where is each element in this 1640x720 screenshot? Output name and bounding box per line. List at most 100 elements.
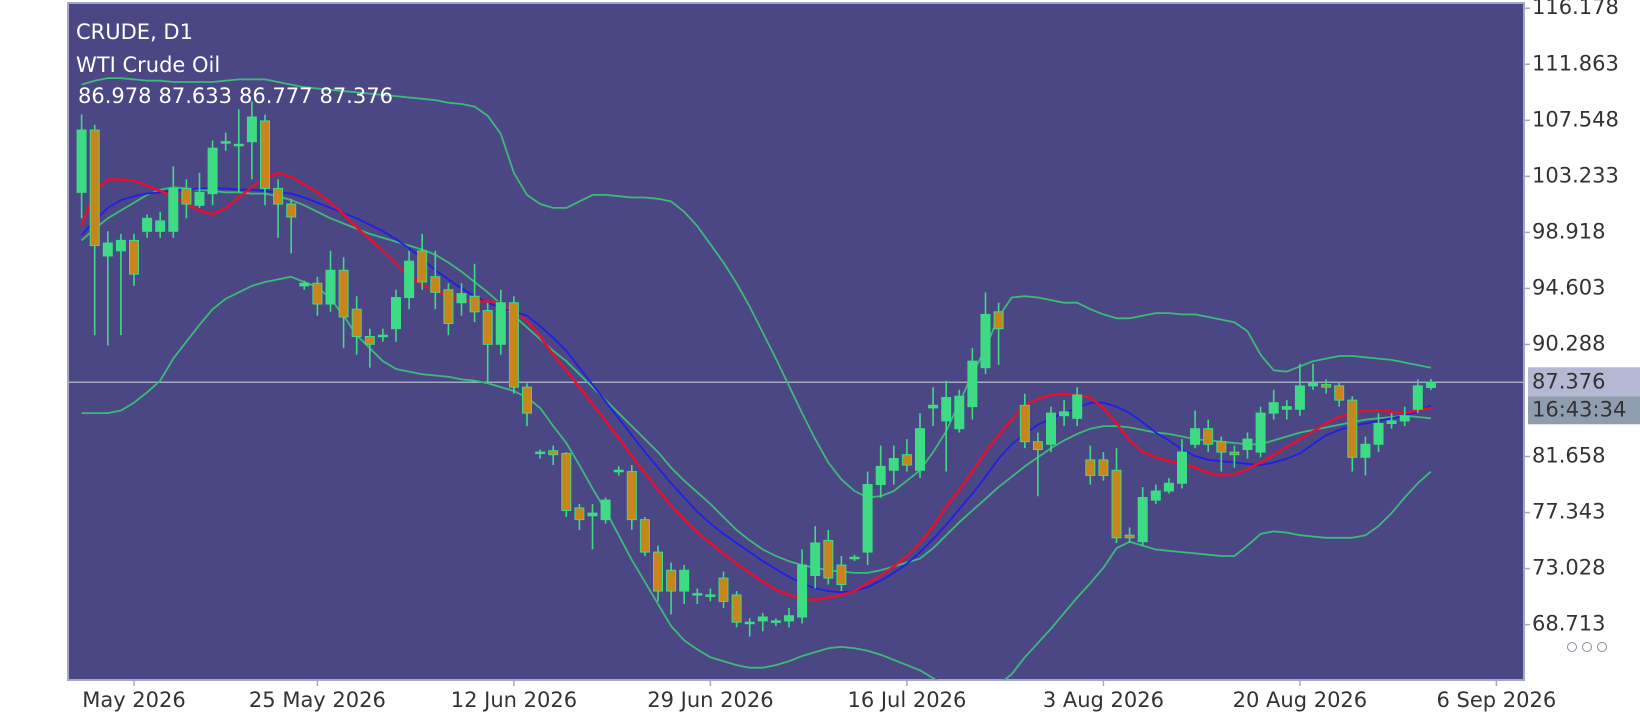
candle-body xyxy=(1268,402,1279,414)
chart-subtitle: WTI Crude Oil xyxy=(76,53,220,77)
candle-body xyxy=(377,334,388,338)
candle-body xyxy=(1203,428,1214,445)
candle-body xyxy=(718,577,729,602)
candle-body xyxy=(1360,443,1371,458)
ohlc-value: 86.777 xyxy=(239,84,312,108)
candle-body xyxy=(142,217,153,232)
ohlc-value: 86.978 xyxy=(78,84,151,108)
candle-body xyxy=(260,120,270,189)
ohlc-value: 87.376 xyxy=(319,84,392,108)
candle-body xyxy=(967,360,978,408)
candle-body xyxy=(325,269,336,305)
candle-body xyxy=(639,519,650,553)
candle-body xyxy=(1386,420,1397,425)
candle-body xyxy=(155,220,166,232)
price-label-box xyxy=(1528,367,1640,397)
y-tick-label: 111.863 xyxy=(1532,51,1619,75)
candle-body xyxy=(1072,394,1083,419)
candle-body xyxy=(299,282,310,287)
x-tick-label: 12 Jun 2026 xyxy=(451,688,577,712)
candle-body xyxy=(784,615,794,622)
candle-body xyxy=(561,452,572,512)
candle-body xyxy=(286,203,297,218)
candle-body xyxy=(810,542,821,576)
candle-body xyxy=(1163,482,1174,492)
x-tick-label: 6 Sep 2026 xyxy=(1437,688,1557,712)
candle-body xyxy=(574,507,585,521)
candle-body xyxy=(115,239,126,252)
candle-body xyxy=(1019,404,1030,443)
candle-body xyxy=(404,260,415,299)
timer-box xyxy=(1528,396,1640,425)
candle-body xyxy=(1281,406,1292,410)
x-tick-label: 3 Aug 2026 xyxy=(1043,688,1164,712)
candle-body xyxy=(1177,451,1187,484)
x-tick-label: 20 Aug 2026 xyxy=(1233,688,1368,712)
y-tick-label: 81.658 xyxy=(1532,444,1605,468)
candle-body xyxy=(797,564,808,618)
candle-body xyxy=(469,295,480,313)
candle-body xyxy=(76,129,87,193)
candle-body xyxy=(1059,411,1070,417)
candle-body xyxy=(1098,459,1109,476)
candle-body xyxy=(456,293,467,304)
menu-dot xyxy=(1567,642,1577,652)
candle-body xyxy=(888,458,899,471)
candle-body xyxy=(1242,438,1253,450)
candle-body xyxy=(89,129,100,247)
candle-body xyxy=(312,282,323,305)
candle-body xyxy=(522,386,532,414)
candle-body xyxy=(1046,412,1056,445)
candle-body xyxy=(744,621,755,625)
candle-body xyxy=(417,250,428,283)
candle-body xyxy=(495,302,506,345)
menu-button[interactable] xyxy=(1567,642,1607,652)
candle-body xyxy=(770,620,781,623)
candle-body xyxy=(1190,428,1201,445)
candle-body xyxy=(1308,382,1318,387)
y-tick-label: 73.028 xyxy=(1532,556,1605,580)
candle-body xyxy=(1137,497,1148,543)
chart-title: CRUDE, D1 xyxy=(76,20,193,44)
candle-body xyxy=(430,276,441,293)
axes: 116.178 111.863 107.548 103.233 98.918 94.603… xyxy=(82,0,1640,712)
candle-body xyxy=(181,187,192,205)
menu-dot xyxy=(1582,642,1592,652)
candle-body xyxy=(1255,412,1266,453)
candle-body xyxy=(823,539,834,579)
y-tick-label: 94.603 xyxy=(1532,275,1605,299)
indicator-line xyxy=(80,171,1432,602)
candle-body xyxy=(351,308,362,338)
candle-body xyxy=(875,465,886,486)
candle-body xyxy=(273,187,284,205)
candle-body xyxy=(653,551,663,592)
candle-body xyxy=(168,187,179,232)
candle-body xyxy=(1085,459,1096,476)
candle-body xyxy=(1229,451,1240,456)
x-tick-label: 29 Jun 2026 xyxy=(647,688,773,712)
ohlc-value: 87.633 xyxy=(158,84,231,108)
candle-body xyxy=(364,336,375,345)
candle-body xyxy=(587,512,598,517)
candle-body xyxy=(1216,441,1227,453)
menu-dot xyxy=(1597,642,1607,652)
price-label: 87.376 xyxy=(1532,369,1605,393)
candle-body xyxy=(482,310,493,345)
candle-body xyxy=(207,147,218,195)
candle-body xyxy=(1294,385,1305,410)
plot-area xyxy=(67,2,1525,681)
candle-body xyxy=(1321,384,1332,388)
candle-body xyxy=(102,242,113,257)
y-tick-label: 77.343 xyxy=(1532,500,1605,524)
y-tick-label: 90.288 xyxy=(1532,331,1605,355)
x-tick-label: 16 Jul 2026 xyxy=(847,688,966,712)
candle-body xyxy=(941,397,952,422)
y-tick-label: 103.233 xyxy=(1532,163,1619,187)
candle-body xyxy=(1334,385,1345,401)
candle-body xyxy=(391,297,401,330)
candle-body xyxy=(666,569,677,592)
candle-body xyxy=(993,311,1004,330)
candle-body xyxy=(246,116,257,143)
indicator-line xyxy=(81,77,1432,499)
